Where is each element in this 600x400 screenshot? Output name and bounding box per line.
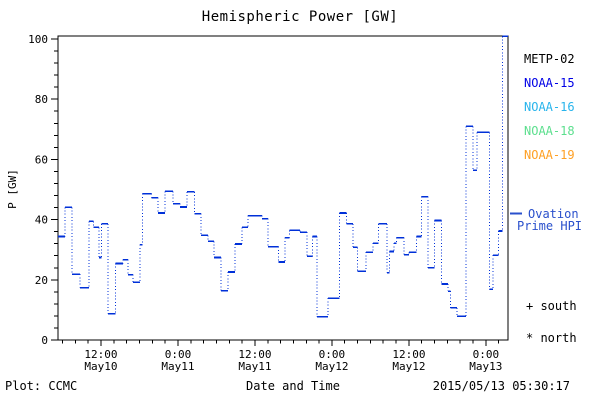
hpi-step-line-connectors <box>64 36 503 317</box>
x-tick-time-label: 12:00 <box>84 348 117 361</box>
x-tick-time-label: 0:00 <box>319 348 346 361</box>
plot-credit: Plot: CCMC <box>5 379 78 393</box>
legend-item-noaa19: NOAA-19 <box>524 148 575 162</box>
x-tick-time-label: 0:00 <box>165 348 192 361</box>
legend-item-noaa16: NOAA-16 <box>524 100 575 114</box>
x-tick-date-label: May13 <box>469 360 502 373</box>
y-tick-label: 0 <box>41 334 48 347</box>
plot-timestamp: 2015/05/13 05:30:17 <box>432 379 570 393</box>
x-tick-date-label: May12 <box>392 360 425 373</box>
chart-title: Hemispheric Power [GW] <box>201 9 399 25</box>
y-tick-label: 80 <box>35 93 48 106</box>
ovation-legend-line2: Prime HPI <box>517 219 583 233</box>
y-tick-label: 60 <box>35 153 48 166</box>
y-tick-label: 100 <box>28 33 48 46</box>
x-tick-time-label: 12:00 <box>392 348 425 361</box>
x-tick-date-label: May10 <box>84 360 117 373</box>
legend-item-noaa18: NOAA-18 <box>524 124 575 138</box>
x-axis-title: Date and Time <box>246 379 340 393</box>
x-tick-time-label: 12:00 <box>238 348 271 361</box>
x-tick-date-label: May11 <box>238 360 271 373</box>
legend-item-metp02: METP-02 <box>524 52 575 66</box>
y-axis-title: P [GW] <box>6 169 19 209</box>
hpi-step-line <box>58 35 508 318</box>
x-tick-date-label: May11 <box>161 360 194 373</box>
north-marker-label: * north <box>526 331 577 345</box>
legend-item-noaa15: NOAA-15 <box>524 76 575 90</box>
x-tick-date-label: May12 <box>315 360 348 373</box>
ovation-legend-line1: Ovation <box>528 207 579 221</box>
y-tick-label: 40 <box>35 214 48 227</box>
y-tick-label: 20 <box>35 274 48 287</box>
south-marker-label: + south <box>526 299 577 313</box>
x-tick-time-label: 0:00 <box>473 348 500 361</box>
plot-frame <box>57 35 509 341</box>
